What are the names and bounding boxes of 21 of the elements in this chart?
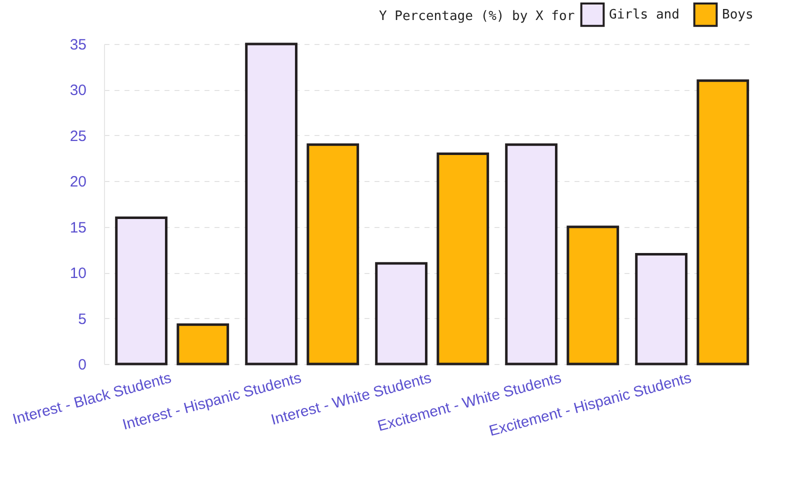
bar [696, 79, 750, 366]
bar [306, 143, 360, 366]
legend-label: Girls and [609, 8, 680, 23]
legend-title: Y Percentage (%) by X for [379, 9, 575, 24]
bar [436, 152, 490, 366]
bar [635, 253, 688, 366]
y-tick-label: 0 [78, 356, 86, 374]
y-tick-label: 15 [70, 219, 86, 236]
bar [115, 216, 168, 366]
y-tick-label: 5 [78, 310, 86, 328]
y-tick-label: 10 [70, 265, 86, 282]
y-tick-label: 35 [70, 36, 86, 54]
bar [505, 143, 558, 366]
y-tick-label: 25 [70, 128, 86, 145]
bar [375, 262, 428, 366]
bar [176, 323, 230, 366]
y-tick-label: 20 [70, 174, 86, 191]
y-tick-label: 30 [70, 82, 86, 100]
bar [566, 226, 620, 366]
bar [245, 42, 298, 366]
legend-label: Boys [722, 8, 754, 23]
